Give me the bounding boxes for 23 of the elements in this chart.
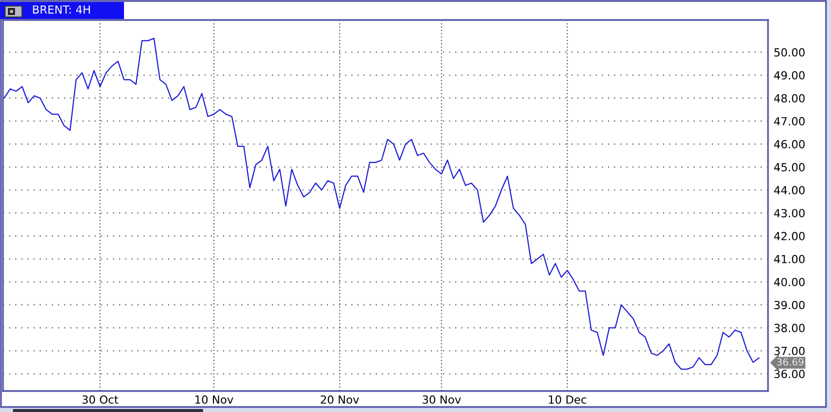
y-tick-label: 47.00: [774, 117, 805, 126]
y-tick-label: 50.00: [774, 48, 805, 57]
x-tick-label: 10 Nov: [195, 395, 234, 404]
x-tick-label: 20 Nov: [320, 395, 360, 404]
x-tick-label: 30 Oct: [82, 395, 118, 404]
y-tick-label: 42.00: [774, 232, 805, 240]
y-tick-label: 46.00: [774, 140, 805, 148]
y-tick-label: 36.00: [774, 370, 805, 378]
y-tick-label: 37.00: [774, 346, 805, 356]
y-tick-label: 48.00: [774, 94, 805, 102]
y-tick-label: 43.00: [774, 208, 805, 218]
y-tick-label: 40.00: [774, 278, 805, 286]
chart-title: BRENT: 4H: [33, 5, 90, 14]
data-label: 36.69: [777, 358, 804, 366]
y-tick-label: 44.00: [774, 186, 805, 194]
y-tick-label: 38.00: [774, 324, 805, 332]
y-tick-label: 45.00: [774, 162, 805, 172]
y-tick-label: 39.00: [774, 300, 805, 310]
y-tick-label: 49.00: [774, 71, 805, 80]
x-tick-label: 10 Dec: [548, 395, 586, 404]
line-series: [4, 38, 760, 370]
x-tick-label: 30 Nov: [422, 395, 461, 404]
y-tick-label: 41.00: [774, 254, 805, 264]
